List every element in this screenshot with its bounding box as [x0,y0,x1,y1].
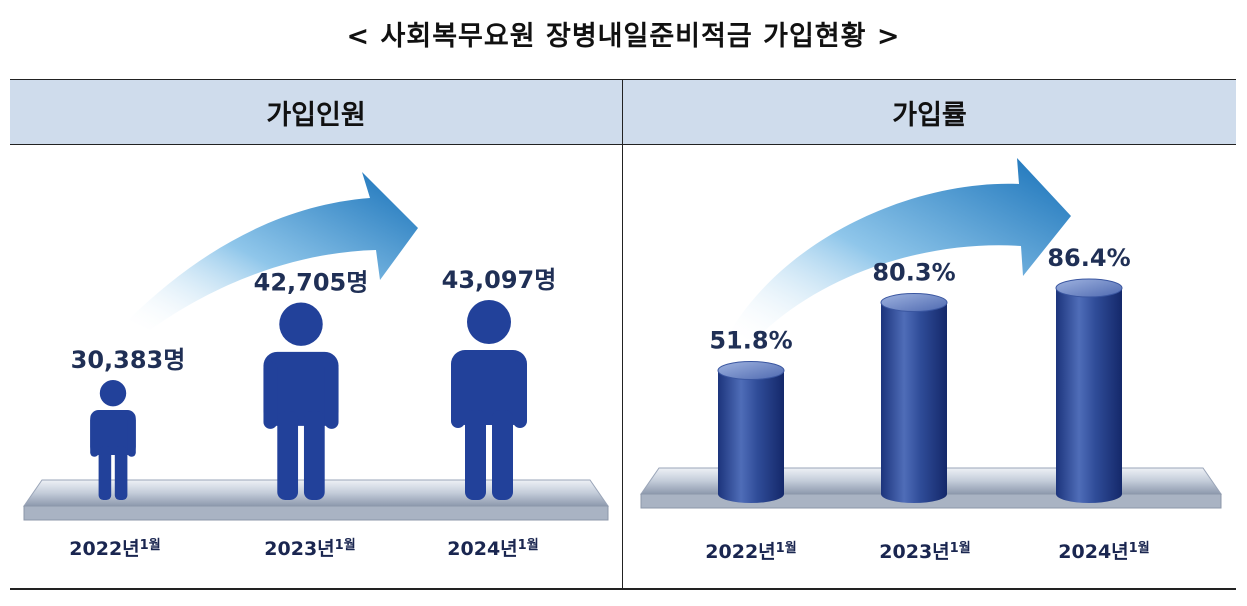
x-tick-label: 2024년1월 [447,537,538,560]
person-icon [90,380,136,500]
x-tick-label: 2023년1월 [879,540,970,563]
growth-arrow [128,172,418,330]
panel-enrollment-count: 가입인원 30,383명 2022년1월 42,705명 2023년1월 43,097명… [10,80,622,590]
growth-arrow [731,158,1071,342]
bar-cylinder [717,360,785,503]
value-label: 80.3% [872,259,955,287]
bar-cylinder [880,293,948,503]
value-label: 42,705명 [254,268,369,296]
page-title: < 사회복무요원 장병내일준비적금 가입현황 > [346,21,901,52]
value-label: 30,383명 [71,346,186,374]
value-label: 86.4% [1047,244,1130,272]
value-label: 43,097명 [442,266,557,294]
panel-enrollment-rate: 가입률 51.8% 2022년1월 80.3% [623,80,1236,590]
enrollment-rate-chart: 51.8% 2022년1월 80.3% 2023년1월 86.4% 2024년1월 [640,158,1222,563]
panel-divider [622,80,623,588]
x-tick-label: 2022년1월 [705,540,796,563]
panel-header-rate: 가입률 [623,80,1236,145]
enrollment-count-chart: 30,383명 2022년1월 42,705명 2023년1월 43,097명 2024년… [23,172,609,560]
bar-cylinder [1055,278,1123,503]
person-icon [263,302,339,500]
x-tick-label: 2023년1월 [264,537,355,560]
bottom-rule [10,588,1236,590]
value-label: 51.8% [709,326,792,354]
x-tick-label: 2022년1월 [69,537,160,560]
platform-base [23,479,609,521]
person-icon [451,300,527,500]
x-tick-label: 2024년1월 [1058,540,1149,563]
panel-header-count: 가입인원 [10,80,622,145]
